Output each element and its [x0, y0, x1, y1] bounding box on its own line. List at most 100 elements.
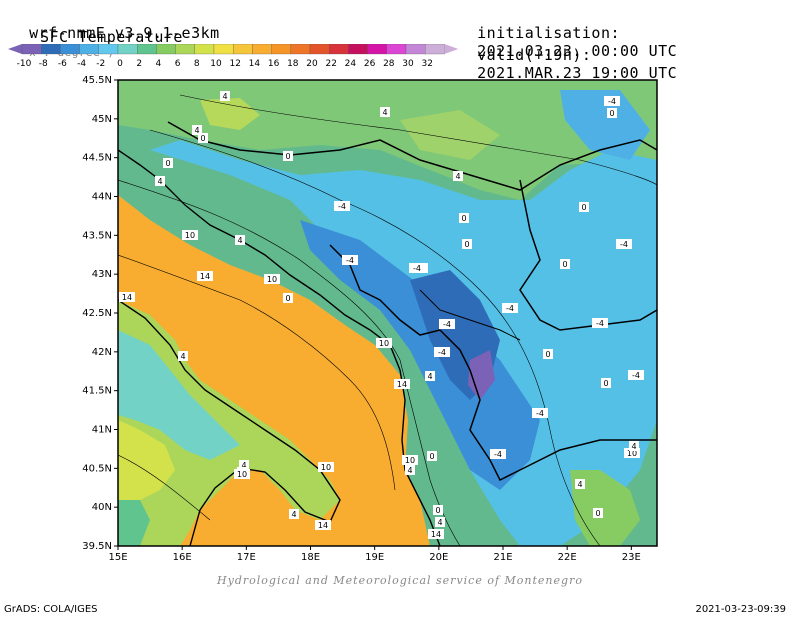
contour-label-bg [155, 176, 165, 186]
contour-label-bg [264, 274, 280, 284]
contour-label-bg [624, 448, 640, 458]
lon-label: 15E [108, 552, 127, 563]
montenegro-border [419, 289, 521, 341]
contour-label-bg [234, 469, 250, 479]
contour-label-bg [428, 529, 444, 539]
legend-label: 10 [210, 59, 222, 69]
contour-label: 0 [429, 452, 434, 461]
legend-color-boxes [8, 44, 458, 55]
lon-label: 19E [365, 552, 384, 563]
legend-label: 2 [136, 59, 142, 69]
legend-label: -8 [39, 59, 48, 69]
italy-land-field [118, 300, 340, 546]
contour-label-bg [409, 263, 425, 273]
contour-label-bg [315, 520, 331, 530]
contour-label-bg [607, 108, 617, 118]
contour-label: 4 [407, 466, 412, 475]
legend-labels: -10 -8 -6 -4 -2 0 2 4 6 8 10 12 14 16 18 20 22 24 26 28 30 32 [17, 59, 433, 69]
contour-label-bg [334, 201, 350, 211]
contour-label: 0 [603, 379, 608, 388]
lon-label: 22E [558, 552, 577, 563]
latitude-labels: 45.5N 45N 44.5N 44N 43.5N 43N 42.5N 42N 41.5N 41N… [82, 75, 118, 552]
contour-0 [149, 129, 601, 546]
color-legend: -10 -8 -6 -4 -2 0 2 4 6 8 10 12 14 16 18 20 22 24 26 28 30 32 [8, 44, 458, 69]
legend-label: 0 [117, 59, 123, 69]
contour-label-bg [532, 408, 548, 418]
lat-label: 43N [92, 269, 112, 280]
contour-label-bg [543, 349, 553, 359]
contour-label: 0 [545, 350, 550, 359]
contour-label: 0 [285, 152, 290, 161]
contour-labels: 440404-40410401410-4-40414-410-4-404-40-… [119, 91, 644, 539]
contour-label: 4 [241, 461, 246, 470]
legend-label: 4 [156, 59, 162, 69]
contour-label: -4 [413, 264, 421, 273]
lon-label: 21E [493, 552, 512, 563]
contour-label: 14 [200, 272, 210, 281]
serbia-border [519, 179, 657, 331]
valid-time: valid(+19h): 2021.MAR.23 19:00 UTC [458, 28, 677, 82]
coldest-patch [468, 350, 495, 400]
contour-label: 10 [321, 463, 331, 472]
lat-label: 43.5N [82, 230, 112, 241]
valid-value: 2021.MAR.23 19:00 UTC [477, 64, 678, 82]
lat-label: 44.5N [82, 153, 112, 164]
contour-14 [118, 254, 396, 491]
lat-label: 42N [92, 347, 112, 358]
contour-label-bg [459, 213, 469, 223]
credit-text: Hydrological and Meteorological service … [217, 574, 583, 587]
contour-label: 4 [382, 108, 387, 117]
contour-label-bg [629, 441, 639, 451]
contour-label: 14 [397, 380, 407, 389]
legend-label: 16 [268, 59, 280, 69]
contour-label-bg [604, 96, 620, 106]
contour-label: 0 [285, 294, 290, 303]
contour-label: -4 [596, 319, 604, 328]
contour-label-bg [182, 230, 198, 240]
contour-label: -4 [443, 320, 451, 329]
lat-label: 45.5N [82, 75, 112, 86]
init-label: initialisation: [477, 24, 621, 42]
init-time: initialisation: 2021.03.23. 00:00 UTC [458, 6, 677, 60]
contour-label-bg [163, 158, 173, 168]
greek-coast-field [570, 470, 640, 546]
northern-border [167, 121, 657, 191]
italy-warm-field [118, 420, 175, 500]
contour-label-bg [376, 338, 392, 348]
legend-label: 8 [194, 59, 200, 69]
albania-border [439, 329, 657, 482]
contour-label-bg [439, 319, 455, 329]
contour-label-bg [427, 451, 437, 461]
contour-label: 0 [165, 159, 170, 168]
contour-label: 0 [435, 506, 440, 515]
contour-label: 0 [595, 509, 600, 518]
contour-label-bg [490, 449, 506, 459]
contour-label-bg [592, 318, 608, 328]
lon-label: 20E [429, 552, 448, 563]
legend-label: 12 [229, 59, 240, 69]
valid-label: valid(+19h): [477, 46, 592, 64]
contour-label-bg [405, 465, 415, 475]
contour-label-bg [453, 171, 463, 181]
contour-label: 10 [185, 231, 195, 240]
longitude-labels: 15E 16E 17E 18E 19E 20E 21E 22E 23E [108, 546, 641, 563]
contour-label-bg [502, 303, 518, 313]
field-title: SFC Temperature [40, 28, 183, 46]
lat-label: 39.5N [82, 541, 112, 552]
contour-label: 0 [464, 240, 469, 249]
contour-label: 4 [577, 480, 582, 489]
legend-label: 28 [383, 59, 395, 69]
temperature-map: 45.5N 45N 44.5N 44N 43.5N 43N 42.5N 42N 41.5N 41N… [82, 75, 658, 563]
model-name-text: wrf-nmmE_v3.9.1-e3km [29, 24, 220, 42]
legend-label: 14 [249, 59, 261, 69]
contour-label-bg [342, 255, 358, 265]
contour-label-bg [318, 462, 334, 472]
lon-label: 16E [173, 552, 192, 563]
contour-label: 4 [427, 372, 432, 381]
lon-label: 23E [622, 552, 641, 563]
contour-label: -4 [608, 97, 616, 106]
contour-label: 4 [631, 442, 636, 451]
contour-label: 0 [581, 203, 586, 212]
contour-label-bg [425, 371, 435, 381]
legend-label: 22 [325, 59, 336, 69]
